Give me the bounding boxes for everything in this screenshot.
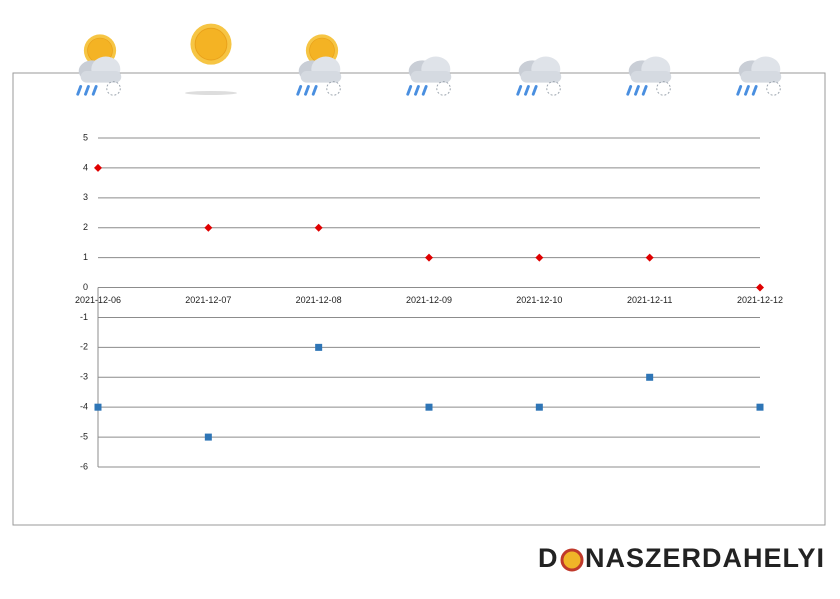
y-tick-label: -3 bbox=[80, 372, 88, 382]
point bbox=[204, 433, 212, 441]
point bbox=[204, 223, 213, 232]
y-tick-label: 0 bbox=[83, 282, 88, 292]
point bbox=[535, 403, 543, 411]
y-tick-label: -4 bbox=[80, 402, 88, 412]
chart-frame bbox=[12, 72, 826, 526]
y-tick-label: 5 bbox=[83, 132, 88, 142]
weather-icons bbox=[76, 23, 783, 97]
x-tick-label: 2021-12-06 bbox=[75, 295, 121, 305]
sun-shadow bbox=[185, 91, 237, 95]
point bbox=[425, 253, 433, 262]
weather-icon bbox=[189, 23, 232, 66]
y-tick-label: -6 bbox=[80, 461, 88, 471]
x-tick-label: 2021-12-12 bbox=[737, 295, 783, 305]
point bbox=[94, 403, 102, 411]
logo-text: D bbox=[538, 543, 559, 573]
y-tick-label: 3 bbox=[83, 192, 88, 202]
y-tick-label: -1 bbox=[80, 312, 88, 322]
y-tick-label: -2 bbox=[80, 342, 88, 352]
y-tick-label: 2 bbox=[83, 222, 88, 232]
y-tick-label: -5 bbox=[80, 431, 88, 441]
x-tick-label: 2021-12-09 bbox=[406, 295, 452, 305]
point bbox=[94, 163, 102, 172]
point bbox=[756, 403, 764, 411]
point bbox=[756, 283, 764, 292]
point bbox=[425, 403, 433, 411]
x-tick-label: 2021-12-10 bbox=[516, 295, 562, 305]
y-tick-label: 1 bbox=[83, 252, 88, 262]
y-tick-label: 4 bbox=[83, 162, 88, 172]
point bbox=[645, 253, 654, 262]
logo-text: NASZERDAHELYI bbox=[585, 543, 825, 573]
point bbox=[315, 343, 323, 351]
x-tick-label: 2021-12-07 bbox=[185, 295, 231, 305]
logo-emblem bbox=[560, 548, 584, 572]
point bbox=[535, 253, 544, 262]
logo: D NASZERDAHELYI bbox=[538, 543, 825, 573]
point bbox=[314, 223, 323, 232]
x-tick-label: 2021-12-08 bbox=[296, 295, 342, 305]
x-tick-label: 2021-12-11 bbox=[627, 295, 672, 305]
point bbox=[646, 373, 654, 381]
